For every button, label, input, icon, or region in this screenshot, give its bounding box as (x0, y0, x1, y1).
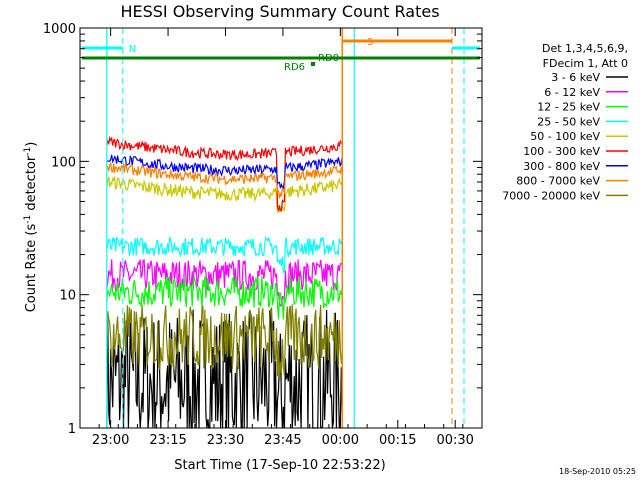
x-axis-label: Start Time (17-Sep-10 22:53:22) (174, 458, 385, 473)
y-tick-label-3: 1000 (43, 22, 76, 37)
x-tick-label-5: 00:15 (379, 433, 416, 448)
annotation-n: N (129, 44, 136, 55)
series-line-1 (106, 258, 343, 307)
legend-label-7: 800 - 7000 keV (516, 175, 600, 188)
legend-label-4: 50 - 100 keV (530, 130, 600, 143)
y-tick-label-1: 10 (59, 289, 76, 304)
annotation-rd0: RD0 (318, 53, 339, 64)
x-tick-label-3: 23:45 (264, 433, 301, 448)
legend-label-2: 12 - 25 keV (537, 101, 600, 114)
annotation-s: S (367, 37, 373, 48)
series-line-5 (106, 135, 343, 213)
legend-label-0: 3 - 6 keV (551, 71, 600, 84)
y-axis-label-sup2: -1 (23, 147, 33, 156)
series-line-4 (106, 176, 343, 213)
legend-label-6: 300 - 800 keV (523, 160, 600, 173)
annotation-rd6: RD6 (284, 62, 305, 73)
legend-label-8: 7000 - 20000 keV (502, 189, 600, 202)
x-tick-label-4: 00:00 (322, 433, 359, 448)
x-tick-label-0: 23:00 (92, 433, 129, 448)
x-tick-label-1: 23:15 (149, 433, 186, 448)
y-axis-label: Count Rate (s-1 detector-1) (23, 142, 39, 313)
y-axis-label-end: ) (24, 142, 39, 147)
legend-label-3: 25 - 50 keV (537, 115, 600, 128)
series-line-8 (106, 304, 343, 381)
footer-timestamp: 18-Sep-2010 05:25 (559, 467, 636, 476)
x-tick-label-6: 00:30 (436, 433, 473, 448)
marker-layer: N S RD0 RD6 (82, 28, 480, 428)
rd6-marker (311, 62, 315, 66)
legend-label-5: 100 - 300 keV (523, 145, 600, 158)
y-tick-label-0: 1 (68, 422, 76, 437)
series-line-0 (106, 308, 343, 429)
legend-header-line-1: Det 1,3,4,5,6,9, (542, 42, 628, 55)
axes-layer: 23:00 23:15 23:30 23:45 00:00 00:15 00:30 1 10 10… (43, 22, 483, 448)
legend-label-1: 6 - 12 keV (544, 86, 600, 99)
plot-layer (106, 135, 343, 429)
legend-header-line-2: FDecim 1, Att 0 (543, 57, 628, 70)
y-tick-label-2: 100 (51, 155, 76, 170)
y-axis-label-main: Count Rate (s (24, 224, 39, 313)
plot-frame (79, 27, 483, 429)
series-line-7 (106, 162, 343, 199)
chart-title: HESSI Observing Summary Count Rates (120, 2, 439, 21)
legend: Det 1,3,4,5,6,9, FDecim 1, Att 0 3 - 6 k… (502, 42, 628, 202)
series-line-3 (106, 235, 343, 274)
y-axis-label-sup1: -1 (23, 215, 33, 224)
x-tick-label-2: 23:30 (207, 433, 244, 448)
series-line-2 (106, 275, 343, 320)
y-axis-label-mid: detector (24, 155, 39, 215)
